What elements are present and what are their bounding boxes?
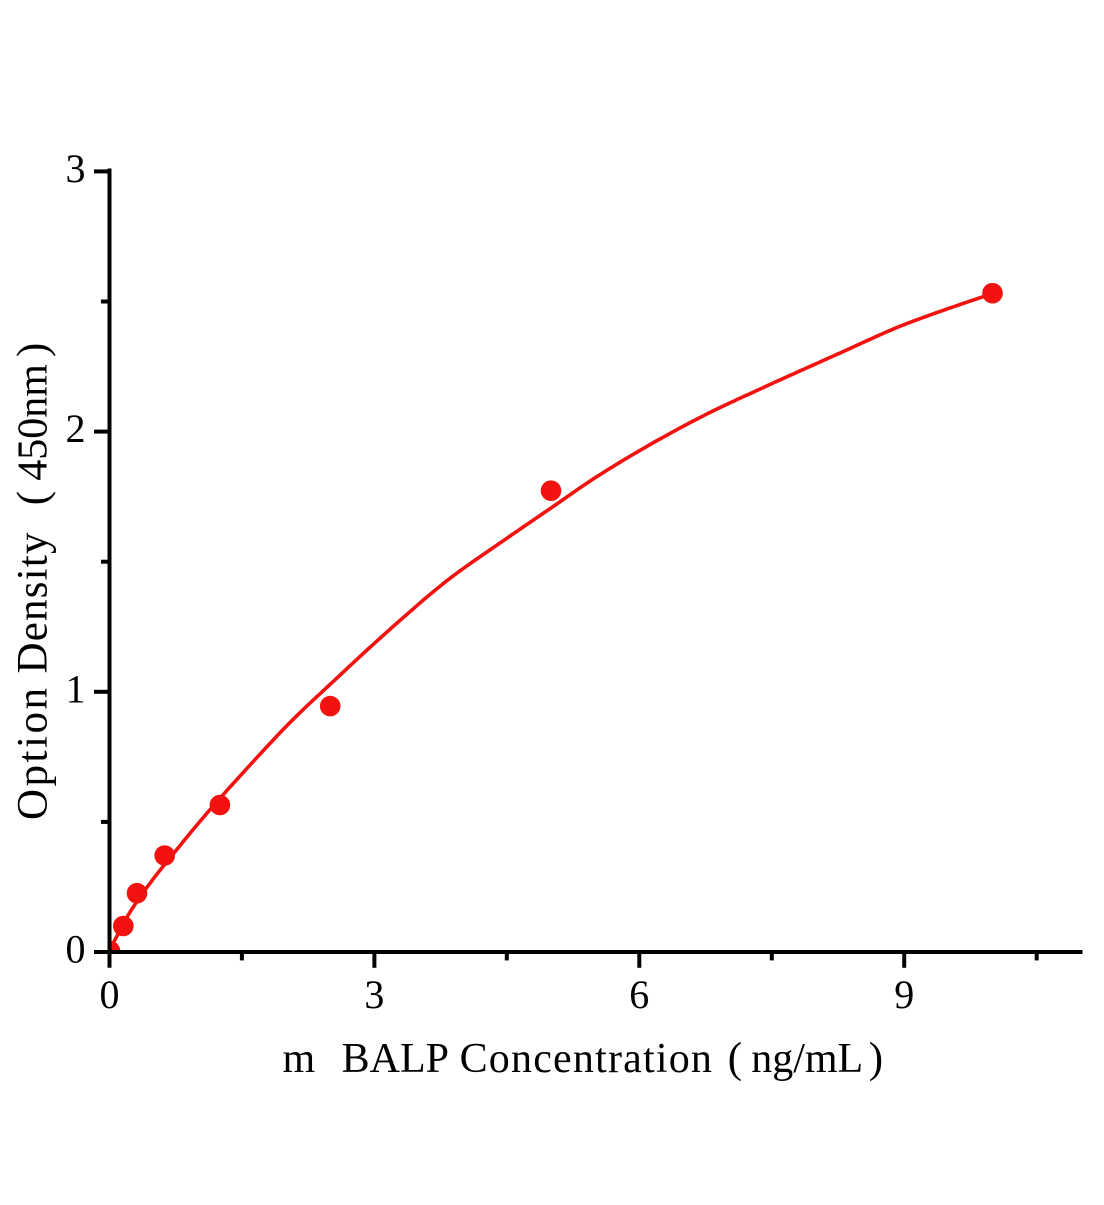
svg-text:Option: Option — [10, 686, 57, 820]
svg-text:(: ( — [728, 1035, 742, 1082]
svg-text:6: 6 — [629, 972, 649, 1017]
svg-text:Concentration: Concentration — [460, 1036, 714, 1082]
svg-text:9: 9 — [894, 972, 914, 1017]
svg-text:1: 1 — [66, 666, 86, 711]
svg-text:3: 3 — [66, 146, 86, 191]
svg-text:450nm: 450nm — [11, 364, 57, 481]
svg-text:): ) — [10, 343, 57, 357]
svg-text:m: m — [283, 1036, 316, 1082]
svg-text:BALP: BALP — [342, 1036, 449, 1082]
svg-text:ng/mL: ng/mL — [751, 1036, 863, 1082]
svg-text:Density: Density — [10, 531, 57, 673]
svg-text:0: 0 — [100, 972, 120, 1017]
svg-text:3: 3 — [364, 972, 384, 1017]
svg-text:(: ( — [10, 491, 57, 505]
svg-text:2: 2 — [66, 406, 86, 451]
svg-text:0: 0 — [66, 927, 86, 972]
svg-text:): ) — [869, 1035, 883, 1082]
